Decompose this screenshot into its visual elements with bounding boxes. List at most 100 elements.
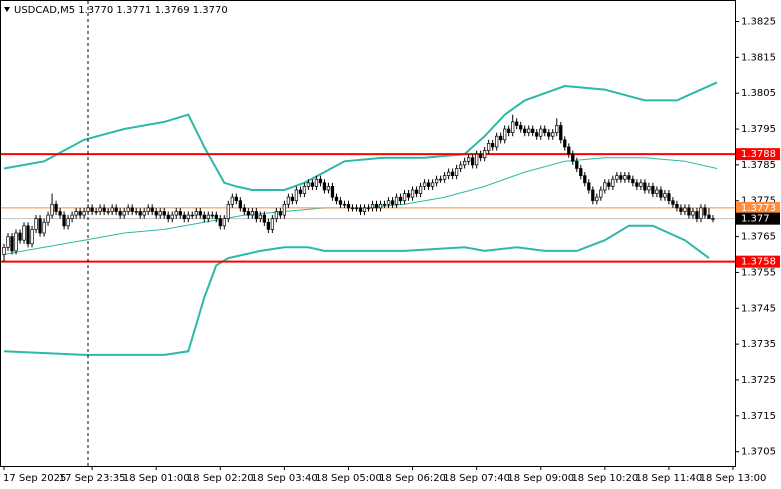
- candle-body: [535, 132, 539, 137]
- candle-body: [70, 214, 74, 220]
- candle-body: [583, 175, 587, 184]
- candle-body: [62, 214, 66, 227]
- candle-body: [619, 175, 623, 180]
- candle-body: [342, 203, 347, 206]
- candle-body: [286, 196, 291, 205]
- candle-body: [42, 221, 46, 234]
- candle-body: [458, 164, 463, 169]
- candle-body: [591, 189, 595, 202]
- x-tick-label: 17 Sep 23:35: [59, 473, 126, 484]
- candle-body: [270, 218, 275, 230]
- x-tick-label: 18 Sep 02:20: [187, 473, 254, 484]
- candle-body: [146, 207, 150, 212]
- candle-body: [222, 218, 226, 227]
- candle-body: [142, 211, 146, 216]
- y-tick-label: 1.3785: [741, 160, 776, 171]
- candle-body: [58, 211, 62, 216]
- candle-body: [611, 178, 615, 187]
- level-label: 1.377: [741, 214, 770, 225]
- candle-body: [567, 146, 571, 155]
- candle-body: [306, 182, 311, 187]
- candle-body: [479, 153, 483, 159]
- level-label-bg: [736, 212, 780, 225]
- bollinger-band: [3, 81, 718, 191]
- candle-body: [66, 218, 70, 227]
- candle-body: [491, 143, 495, 148]
- x-tick-label: 18 Sep 07:40: [443, 473, 510, 484]
- candle-body: [86, 207, 90, 212]
- y-tick-label: 1.3815: [741, 52, 776, 63]
- candle-body: [278, 211, 283, 216]
- candle-body: [50, 203, 54, 216]
- candle-body: [82, 211, 86, 216]
- candle-body: [495, 135, 499, 148]
- candle-body: [238, 200, 242, 209]
- candle-body: [182, 214, 186, 220]
- candle-body: [54, 203, 58, 212]
- candle-body: [687, 207, 691, 216]
- candle-body: [655, 189, 659, 194]
- candle-body: [675, 203, 679, 209]
- candle-body: [643, 182, 647, 191]
- candle-body: [358, 207, 363, 212]
- y-tick-label: 1.3715: [741, 411, 776, 422]
- candle-body: [671, 200, 675, 205]
- candle-body: [258, 214, 263, 220]
- candle-body: [326, 186, 331, 191]
- candle-body: [114, 207, 118, 212]
- candle-body: [615, 175, 619, 180]
- candle-body: [466, 157, 471, 162]
- candle-body: [130, 207, 134, 212]
- candle-body: [507, 128, 511, 133]
- chart-title: USDCAD,M5 1.3770 1.3771 1.3769 1.3770: [14, 5, 228, 16]
- candle-body: [651, 186, 655, 194]
- candle-body: [531, 128, 535, 133]
- candle-body: [587, 182, 591, 191]
- candle-body: [527, 128, 531, 133]
- candle-body: [178, 211, 182, 216]
- candle-body: [310, 182, 315, 187]
- x-tick-label: 18 Sep 06:20: [379, 473, 446, 484]
- candle-body: [390, 200, 395, 205]
- candle-body: [290, 196, 295, 202]
- candle-body: [30, 229, 34, 245]
- candle-body: [438, 178, 443, 181]
- plot-frame: [0, 0, 736, 467]
- x-tick-label: 18 Sep 10:20: [571, 473, 638, 484]
- candle-body: [559, 125, 563, 141]
- y-tick-label: 1.3825: [741, 17, 776, 28]
- candle-body: [519, 125, 523, 130]
- candle-body: [118, 211, 122, 216]
- candle-body: [242, 207, 246, 212]
- candle-body: [74, 211, 78, 216]
- y-tick-label: 1.3705: [741, 447, 776, 458]
- candle-body: [398, 196, 403, 202]
- candle-body: [663, 193, 667, 198]
- candle-body: [98, 207, 102, 212]
- candle-body: [134, 211, 138, 213]
- candle-body: [382, 203, 387, 206]
- bollinger-band: [3, 224, 710, 356]
- candle-body: [186, 214, 190, 220]
- candle-body: [106, 211, 110, 213]
- candle-body: [446, 171, 451, 176]
- candle-body: [162, 211, 166, 216]
- candle-body: [370, 203, 375, 209]
- candle-body: [246, 211, 250, 216]
- candle-body: [322, 182, 327, 191]
- candle-body: [250, 211, 254, 216]
- candle-body: [226, 203, 230, 220]
- candle-body: [474, 153, 479, 166]
- candle-body: [22, 225, 26, 241]
- candle-body: [102, 207, 106, 212]
- candle-body: [150, 207, 154, 212]
- candle-body: [563, 139, 567, 148]
- x-tick-label: 18 Sep 13:00: [700, 473, 767, 484]
- candle-body: [202, 214, 206, 220]
- level-label: 1.3788: [741, 149, 776, 160]
- menu-icon: [4, 7, 10, 12]
- candle-body: [230, 196, 234, 205]
- candle-body: [266, 221, 271, 230]
- x-tick-label: 18 Sep 11:40: [636, 473, 703, 484]
